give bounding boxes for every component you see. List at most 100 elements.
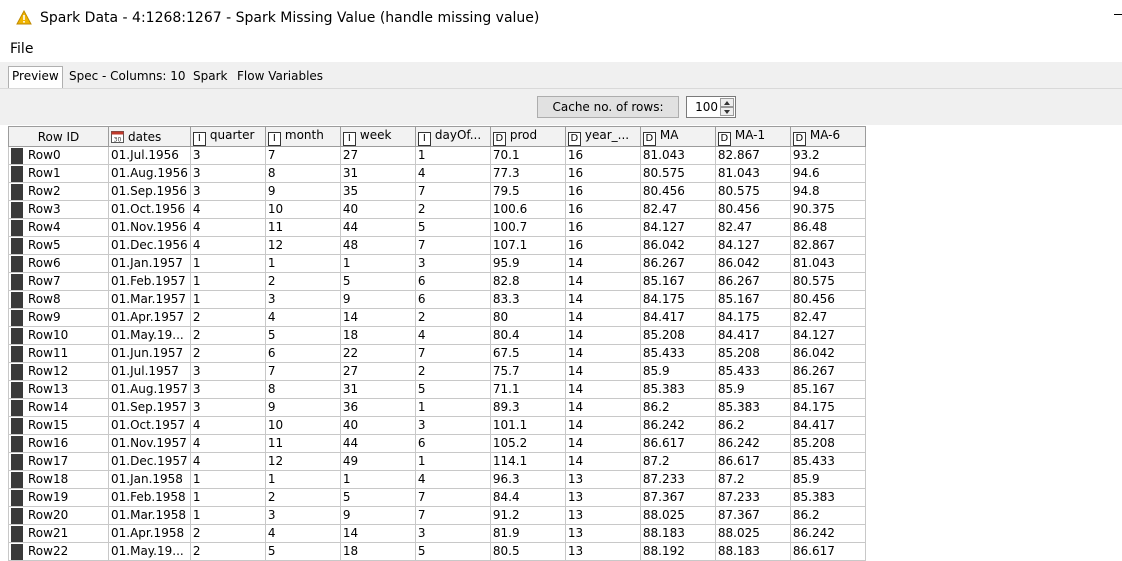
table-cell[interactable]: 7 — [414, 506, 491, 525]
table-cell[interactable]: 14 — [564, 308, 641, 327]
table-cell[interactable]: 8 — [264, 380, 341, 399]
table-row[interactable]: Row17 01.Dec.1957 4 12 49 1 114.1 14 87.2 86.617 8… — [8, 452, 866, 471]
row-id-cell[interactable]: Row2 — [8, 182, 109, 201]
table-cell[interactable]: 7 — [414, 488, 491, 507]
table-row[interactable]: Row19 01.Feb.1958 1 2 5 7 84.4 13 87.367 87.233 85… — [8, 488, 866, 507]
table-cell[interactable]: 01.Oct.1957 — [108, 416, 191, 435]
table-cell[interactable]: 14 — [564, 398, 641, 417]
table-cell[interactable]: 87.367 — [714, 506, 791, 525]
table-row[interactable]: Row3 01.Oct.1956 4 10 40 2 100.6 16 82.47 80.456 9… — [8, 200, 866, 219]
table-cell[interactable]: 3 — [414, 254, 491, 273]
table-cell[interactable]: 81.9 — [489, 524, 566, 543]
table-cell[interactable]: 87.2 — [639, 452, 716, 471]
table-cell[interactable]: 49 — [339, 452, 416, 471]
table-cell[interactable]: 4 — [189, 434, 266, 453]
table-cell[interactable]: 5 — [264, 326, 341, 345]
table-cell[interactable]: 16 — [564, 200, 641, 219]
table-cell[interactable]: 84.417 — [789, 416, 866, 435]
minimize-icon[interactable] — [1114, 14, 1122, 15]
table-cell[interactable]: 2 — [414, 308, 491, 327]
table-cell[interactable]: 88.183 — [639, 524, 716, 543]
table-cell[interactable]: 84.127 — [789, 326, 866, 345]
table-cell[interactable]: 2 — [414, 200, 491, 219]
table-cell[interactable]: 16 — [564, 182, 641, 201]
table-cell[interactable]: 84.175 — [789, 398, 866, 417]
table-cell[interactable]: 4 — [189, 200, 266, 219]
table-cell[interactable]: 2 — [414, 362, 491, 381]
table-cell[interactable]: 3 — [189, 146, 266, 165]
table-cell[interactable]: 80.456 — [789, 290, 866, 309]
table-cell[interactable]: 7 — [414, 182, 491, 201]
cache-rows-spinner[interactable]: 100 — [686, 96, 736, 118]
table-cell[interactable]: 80.5 — [489, 542, 566, 561]
row-id-cell[interactable]: Row8 — [8, 290, 109, 309]
table-cell[interactable]: 01.Sep.1956 — [108, 182, 191, 201]
table-cell[interactable]: 87.2 — [714, 470, 791, 489]
table-row[interactable]: Row18 01.Jan.1958 1 1 1 4 96.3 13 87.233 87.2 85.9 — [8, 470, 866, 489]
table-cell[interactable]: 86.267 — [639, 254, 716, 273]
table-cell[interactable]: 84.175 — [639, 290, 716, 309]
table-cell[interactable]: 14 — [564, 380, 641, 399]
row-id-cell[interactable]: Row11 — [8, 344, 109, 363]
table-row[interactable]: Row13 01.Aug.1957 3 8 31 5 71.1 14 85.383 85.9 85.… — [8, 380, 866, 399]
table-cell[interactable]: 85.167 — [714, 290, 791, 309]
table-cell[interactable]: 1 — [189, 488, 266, 507]
cache-rows-value[interactable]: 100 — [695, 100, 718, 114]
table-cell[interactable]: 01.Dec.1956 — [108, 236, 191, 255]
table-cell[interactable]: 14 — [564, 434, 641, 453]
table-cell[interactable]: 89.3 — [489, 398, 566, 417]
spinner-down-icon[interactable] — [720, 107, 734, 116]
table-cell[interactable]: 3 — [189, 182, 266, 201]
table-cell[interactable]: 100.6 — [489, 200, 566, 219]
table-cell[interactable]: 82.47 — [714, 218, 791, 237]
row-id-cell[interactable]: Row7 — [8, 272, 109, 291]
table-cell[interactable]: 80.575 — [639, 164, 716, 183]
table-cell[interactable]: 5 — [414, 380, 491, 399]
table-cell[interactable]: 14 — [564, 344, 641, 363]
column-header-dates[interactable]: 30 dates — [108, 126, 191, 147]
table-cell[interactable]: 10 — [264, 200, 341, 219]
table-cell[interactable]: 94.6 — [789, 164, 866, 183]
table-cell[interactable]: 90.375 — [789, 200, 866, 219]
table-cell[interactable]: 85.9 — [789, 470, 866, 489]
table-row[interactable]: Row10 01.May.19... 2 5 18 4 80.4 14 85.208 84.417… — [8, 326, 866, 345]
row-id-cell[interactable]: Row0 — [8, 146, 109, 165]
table-cell[interactable]: 1 — [339, 254, 416, 273]
table-row[interactable]: Row16 01.Nov.1957 4 11 44 6 105.2 14 86.617 86.24… — [8, 434, 866, 453]
table-row[interactable]: Row7 01.Feb.1957 1 2 5 6 82.8 14 85.167 86.267 80.… — [8, 272, 866, 291]
table-cell[interactable]: 85.208 — [789, 434, 866, 453]
table-cell[interactable]: 86.48 — [789, 218, 866, 237]
table-cell[interactable]: 16 — [564, 236, 641, 255]
table-cell[interactable]: 13 — [564, 524, 641, 543]
table-cell[interactable]: 84.417 — [714, 326, 791, 345]
table-cell[interactable]: 86.042 — [789, 344, 866, 363]
table-cell[interactable]: 84.127 — [639, 218, 716, 237]
table-cell[interactable]: 18 — [339, 542, 416, 561]
table-cell[interactable]: 80.575 — [714, 182, 791, 201]
table-cell[interactable]: 87.367 — [639, 488, 716, 507]
table-cell[interactable]: 84.175 — [714, 308, 791, 327]
table-cell[interactable]: 1 — [339, 470, 416, 489]
table-cell[interactable]: 100.7 — [489, 218, 566, 237]
table-cell[interactable]: 86.617 — [714, 452, 791, 471]
table-cell[interactable]: 9 — [264, 398, 341, 417]
table-cell[interactable]: 5 — [414, 542, 491, 561]
table-cell[interactable]: 8 — [264, 164, 341, 183]
table-cell[interactable]: 01.Nov.1956 — [108, 218, 191, 237]
row-id-cell[interactable]: Row21 — [8, 524, 109, 543]
table-cell[interactable]: 94.8 — [789, 182, 866, 201]
table-cell[interactable]: 40 — [339, 416, 416, 435]
table-cell[interactable]: 3 — [189, 164, 266, 183]
table-cell[interactable]: 01.Jun.1957 — [108, 344, 191, 363]
table-cell[interactable]: 88.183 — [714, 542, 791, 561]
table-cell[interactable]: 2 — [189, 524, 266, 543]
table-cell[interactable]: 27 — [339, 362, 416, 381]
table-cell[interactable]: 22 — [339, 344, 416, 363]
table-cell[interactable]: 13 — [564, 542, 641, 561]
table-cell[interactable]: 5 — [339, 272, 416, 291]
